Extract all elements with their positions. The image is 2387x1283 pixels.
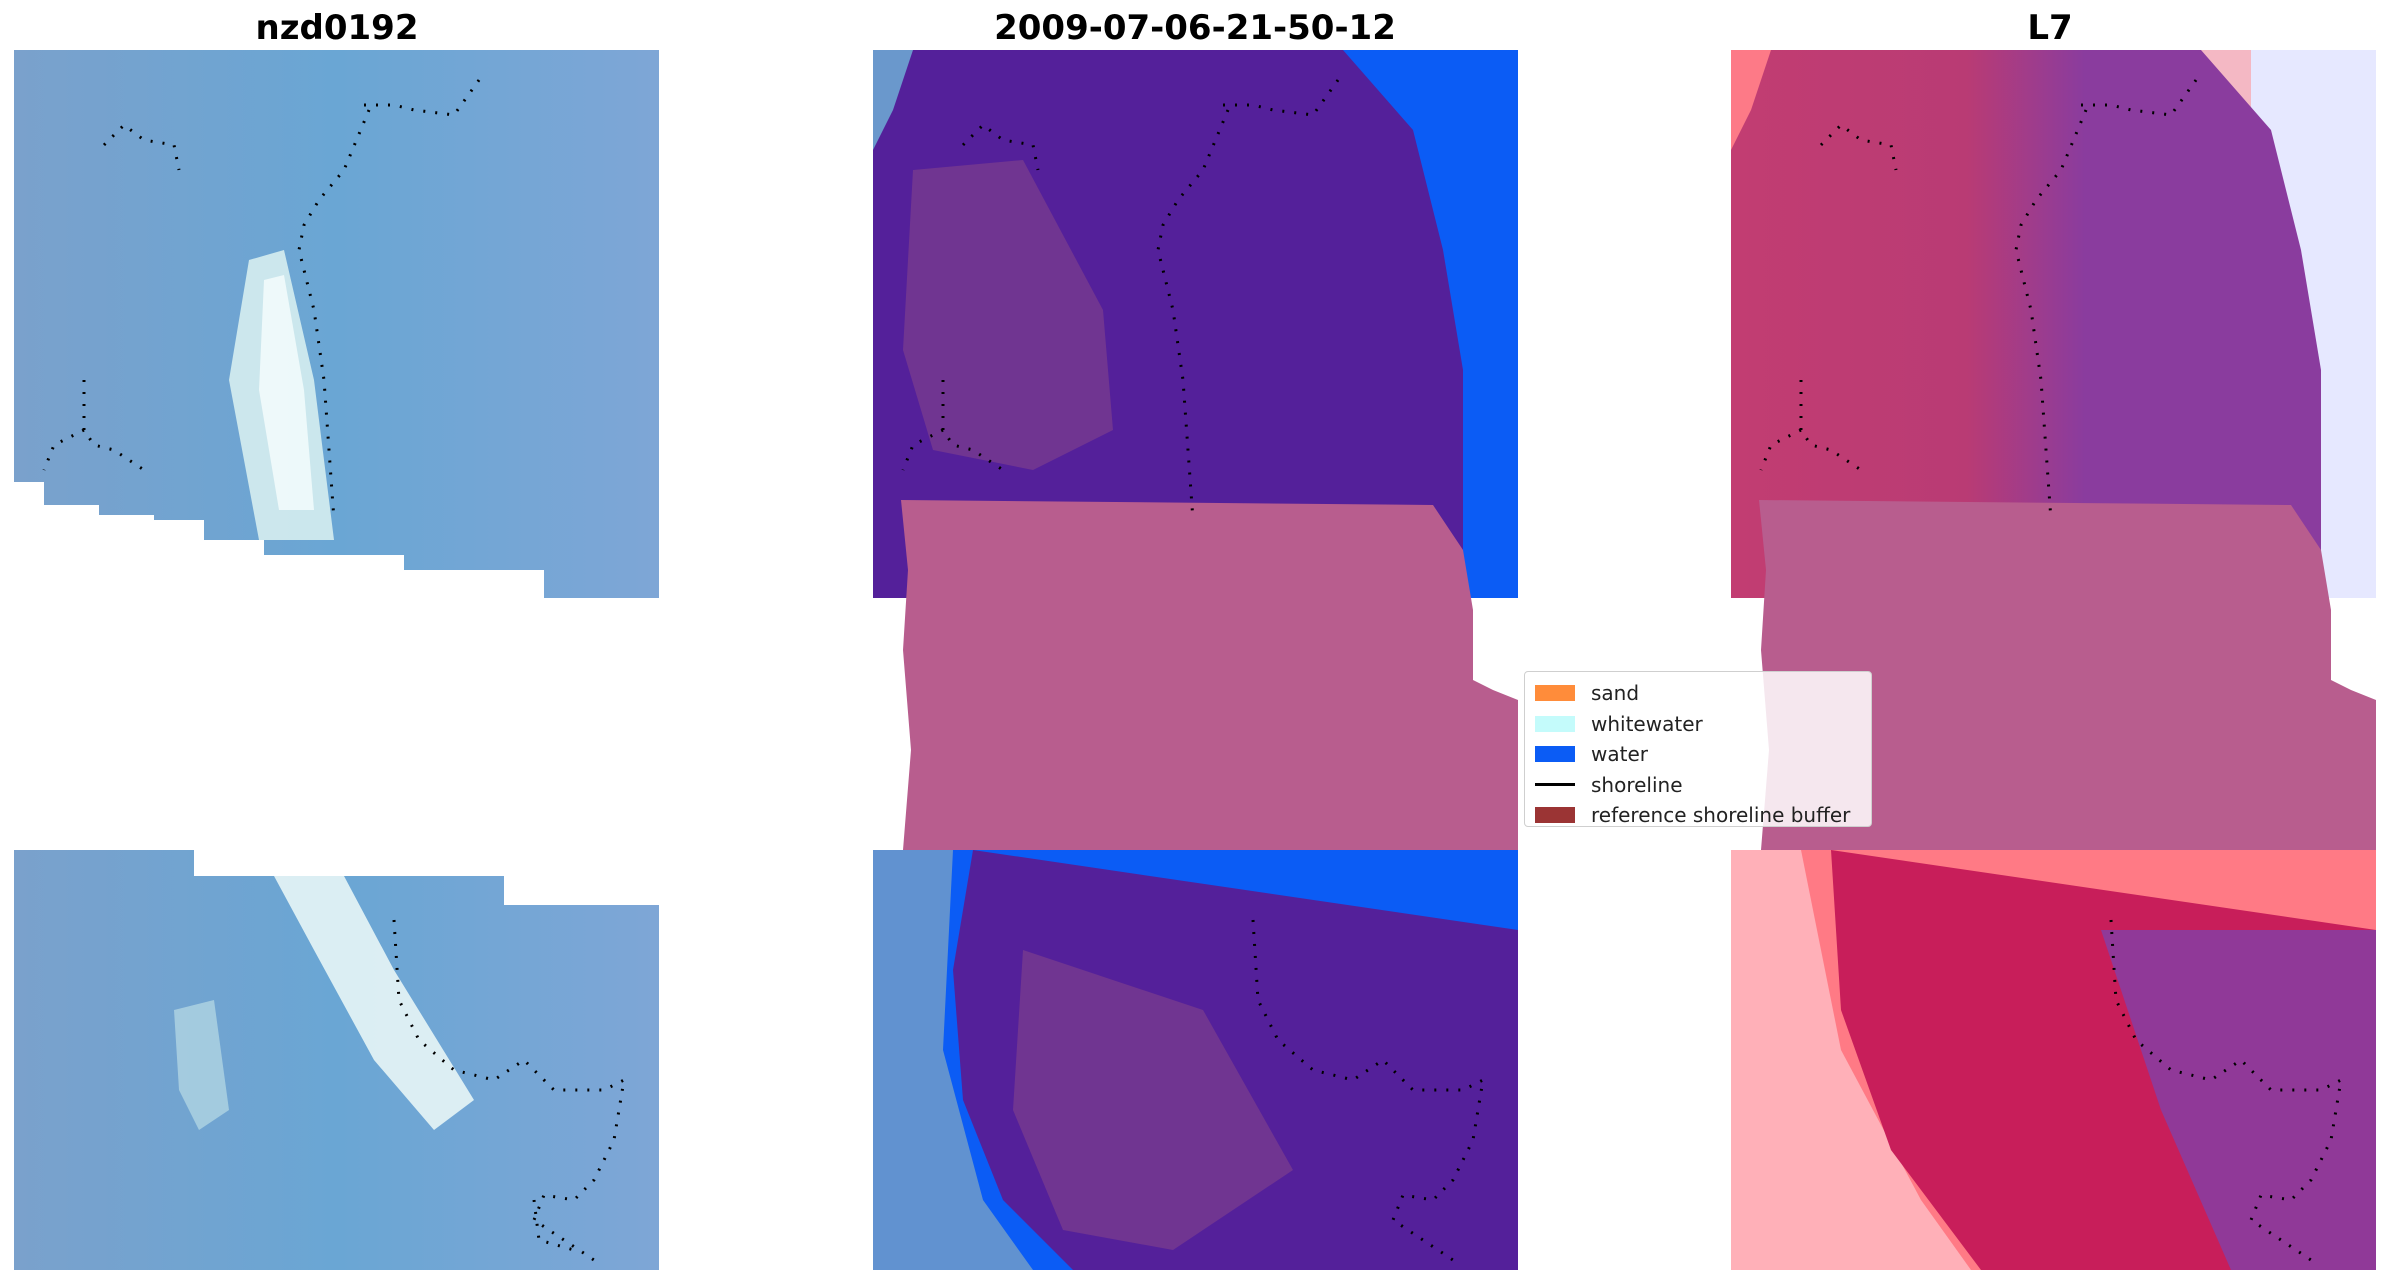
legend: sand whitewater water shoreline referenc… bbox=[1524, 671, 1872, 827]
index-image-panel bbox=[1731, 50, 2376, 1270]
legend-item-whitewater: whitewater bbox=[1535, 709, 1861, 740]
panel-title-rgb: nzd0192 bbox=[255, 8, 419, 48]
legend-item-reference-buffer: reference shoreline buffer bbox=[1535, 800, 1861, 831]
water-swatch bbox=[1535, 746, 1575, 763]
legend-label: reference shoreline buffer bbox=[1591, 803, 1851, 828]
buffer-swatch bbox=[1535, 807, 1575, 824]
sand-swatch bbox=[1535, 685, 1575, 702]
legend-label: water bbox=[1591, 742, 1648, 767]
index-image bbox=[1731, 50, 2376, 1270]
legend-item-water: water bbox=[1535, 739, 1861, 770]
legend-label: whitewater bbox=[1591, 711, 1703, 736]
classified-image-panel bbox=[873, 50, 1518, 1270]
legend-label: shoreline bbox=[1591, 772, 1683, 797]
whitewater-swatch bbox=[1535, 715, 1575, 732]
classified-image bbox=[873, 50, 1518, 1270]
panel-title-index: L7 bbox=[2027, 8, 2073, 48]
rgb-image-panel bbox=[14, 50, 659, 1270]
legend-item-sand: sand bbox=[1535, 678, 1861, 709]
rgb-image bbox=[14, 50, 659, 1270]
panel-title-classified: 2009-07-06-21-50-12 bbox=[994, 8, 1396, 48]
legend-item-shoreline: shoreline bbox=[1535, 770, 1861, 801]
legend-label: sand bbox=[1591, 681, 1640, 706]
shoreline-line-swatch bbox=[1535, 783, 1575, 787]
